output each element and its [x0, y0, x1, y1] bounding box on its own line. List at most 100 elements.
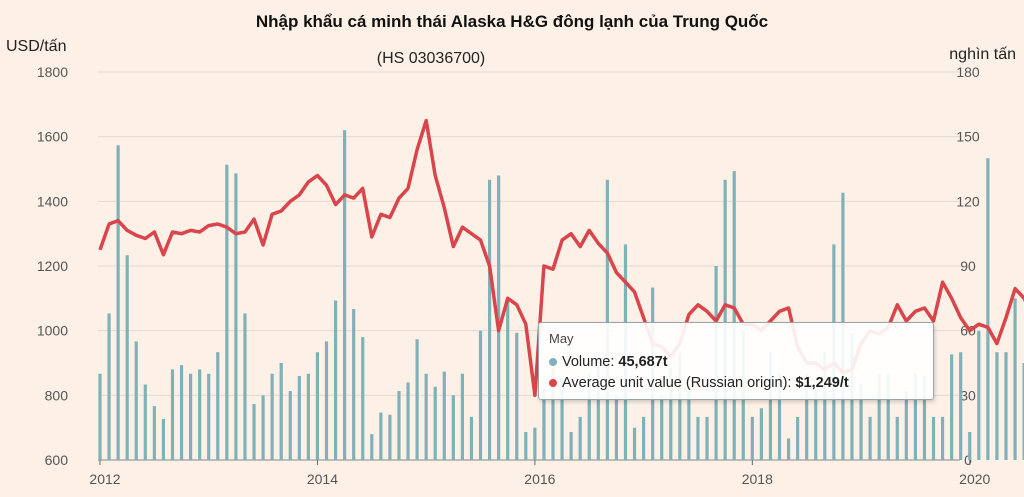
volume-legend-dot	[549, 358, 557, 367]
volume-bar	[497, 175, 501, 460]
volume-bar	[1013, 298, 1017, 460]
y-axis-right-label: nghìn tấn	[949, 46, 1016, 63]
volume-bar	[959, 352, 963, 460]
volume-bar	[515, 332, 519, 460]
volume-bar	[687, 391, 691, 460]
y-tick-left-label: 1800	[37, 64, 68, 80]
volume-bar	[225, 164, 229, 460]
y-tick-left-label: 1400	[37, 193, 68, 209]
volume-bar	[777, 373, 782, 460]
volume-bar	[107, 313, 111, 460]
x-tick-label: 2020	[959, 471, 990, 487]
volume-bar	[261, 395, 265, 460]
volume-bar	[705, 416, 709, 460]
volume-bar	[678, 352, 682, 460]
volume-bar	[524, 431, 528, 460]
volume-bar	[234, 173, 238, 461]
volume-bar	[995, 352, 999, 460]
volume-bar	[886, 373, 890, 460]
volume-bar	[877, 373, 881, 460]
volume-bar	[279, 363, 283, 460]
volume-bar	[895, 416, 899, 460]
volume-bar	[406, 382, 410, 460]
volume-bar	[578, 416, 582, 460]
volume-bar	[660, 395, 664, 460]
volume-bar	[361, 337, 365, 460]
volume-bar	[768, 352, 773, 460]
chart-title: Nhập khẩu cá minh thái Alaska H&G đông l…	[255, 12, 769, 31]
volume-bar	[333, 300, 338, 460]
volume-bar	[632, 427, 637, 460]
volume-bar	[614, 395, 619, 460]
volume-bar	[179, 365, 184, 460]
volume-bar	[487, 179, 492, 460]
volume-bar	[478, 330, 483, 460]
volume-bar	[243, 313, 247, 460]
y-tick-left-label: 1000	[37, 323, 68, 339]
y-tick-left-label: 600	[45, 452, 69, 468]
volume-bar	[460, 373, 464, 460]
volume-bar	[950, 354, 954, 460]
volume-bar	[352, 309, 356, 460]
volume-bar	[868, 416, 872, 460]
y-tick-left-label: 800	[45, 387, 69, 403]
volume-bar	[732, 171, 736, 460]
volume-bar	[805, 373, 809, 460]
volume-bar	[560, 378, 564, 460]
volume-bar	[823, 352, 827, 460]
y-tick-right-label: 120	[956, 193, 980, 209]
volume-bar	[161, 419, 166, 460]
volume-bar	[451, 395, 455, 460]
volume-bar	[252, 403, 256, 460]
volume-bar	[370, 434, 374, 460]
y-tick-left-label: 1200	[37, 258, 68, 274]
volume-bar	[442, 371, 446, 460]
volume-bar	[433, 386, 437, 460]
chart-subtitle: (HS 03036700)	[376, 50, 486, 67]
volume-bar	[786, 438, 791, 460]
tooltip: May Volume: 45,687t Average unit value (…	[538, 322, 934, 400]
volume-bar	[542, 388, 546, 460]
volume-bar	[1022, 363, 1024, 460]
volume-bar	[931, 416, 936, 460]
volume-bar	[986, 158, 990, 460]
volume-bar	[859, 384, 863, 460]
volume-bar	[116, 145, 120, 461]
volume-bar	[216, 352, 220, 460]
x-tick-label: 2014	[307, 471, 338, 487]
y-tick-left-label: 1600	[37, 129, 68, 145]
volume-bar	[189, 373, 193, 460]
x-axis-ticks: 2012 2014 2016 2018 2020	[89, 459, 991, 487]
y-tick-right-label: 90	[960, 258, 976, 274]
volume-bar	[904, 391, 908, 460]
price-legend-dot	[549, 379, 557, 388]
volume-bar	[98, 373, 102, 460]
volume-bar	[397, 391, 401, 460]
volume-bar	[143, 384, 147, 460]
volume-bar	[569, 431, 573, 460]
volume-bar	[270, 373, 274, 460]
volume-bar	[324, 341, 329, 460]
volume-bar	[977, 330, 981, 460]
volume-bar	[796, 416, 800, 460]
volume-bar	[605, 179, 609, 460]
y-tick-right-label: 30	[960, 387, 976, 403]
volume-bar	[288, 391, 292, 460]
unit-value-line-path	[98, 118, 1024, 398]
y-axis-left-label: USD/tấn	[6, 38, 67, 55]
x-tick-label: 2018	[742, 471, 773, 487]
volume-bar	[723, 179, 727, 460]
unit-value-line	[98, 118, 1024, 398]
volume-bar	[750, 416, 754, 460]
volume-bar	[940, 416, 945, 460]
volume-bar	[125, 255, 129, 460]
tooltip-price-label: Average unit value (Russian origin):	[562, 375, 796, 391]
volume-bar	[152, 406, 156, 460]
volume-bar	[913, 373, 917, 460]
volume-bar	[297, 375, 301, 460]
volume-bar	[379, 412, 383, 460]
volume-bar	[170, 369, 175, 460]
